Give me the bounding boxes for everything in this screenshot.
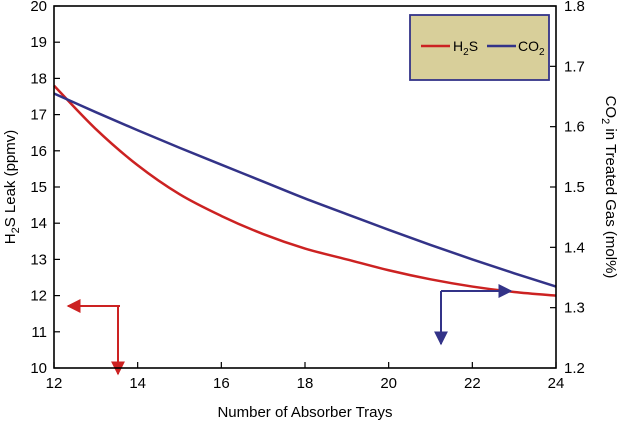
x-tick-label: 22 bbox=[464, 375, 481, 392]
x-axis-label: Number of Absorber Trays bbox=[217, 404, 392, 421]
y-left-tick-label: 15 bbox=[30, 179, 47, 196]
y-axis-right-label: CO2 in Treated Gas (mol%) bbox=[599, 96, 619, 279]
y-left-tick-label: 17 bbox=[30, 107, 47, 124]
y-left-tick-label: 19 bbox=[30, 34, 47, 51]
y-right-tick-label: 1.6 bbox=[564, 119, 585, 136]
y-left-tick-label: 12 bbox=[30, 288, 47, 305]
y-axis-left-label: H2S Leak (ppmv) bbox=[2, 130, 22, 245]
series-line-co2 bbox=[53, 92, 557, 288]
legend-label-h2s: H2S bbox=[453, 38, 478, 58]
right-axis-indicator-arrow bbox=[434, 284, 513, 346]
y-left-tick-label: 13 bbox=[30, 251, 47, 268]
y-right-tick-label: 1.2 bbox=[564, 360, 585, 377]
y-left-tick-label: 10 bbox=[30, 360, 47, 377]
legend: H2S CO2 bbox=[409, 14, 550, 81]
y-left-tick-label: 20 bbox=[30, 0, 47, 15]
x-tick-label: 18 bbox=[297, 375, 314, 392]
x-tick-label: 12 bbox=[46, 375, 63, 392]
series-line-h2s bbox=[53, 84, 557, 297]
x-tick-label: 24 bbox=[548, 375, 565, 392]
y-right-tick-label: 1.3 bbox=[564, 300, 585, 317]
y-left-tick-label: 18 bbox=[30, 70, 47, 87]
y-right-tick-label: 1.7 bbox=[564, 58, 585, 75]
plot-frame bbox=[53, 5, 557, 369]
y-left-tick-label: 14 bbox=[30, 215, 47, 232]
x-tick-label: 20 bbox=[380, 375, 397, 392]
x-tick-label: 14 bbox=[129, 375, 146, 392]
x-tick-label: 16 bbox=[213, 375, 230, 392]
y-right-tick-label: 1.4 bbox=[564, 239, 585, 256]
y-left-tick-label: 11 bbox=[31, 324, 47, 341]
left-axis-indicator-arrow bbox=[66, 299, 125, 376]
ticks-layer: 12 14 16 18 20 22 24 10 11 12 13 14 15 16 17 18 19 20 1.2 1… bbox=[30, 0, 585, 392]
series-layer bbox=[53, 84, 557, 297]
legend-label-co2: CO2 bbox=[518, 38, 545, 58]
y-left-tick-label: 16 bbox=[30, 143, 47, 160]
y-right-tick-label: 1.8 bbox=[564, 0, 585, 15]
legend-box bbox=[409, 14, 550, 81]
y-right-tick-label: 1.5 bbox=[564, 179, 585, 196]
